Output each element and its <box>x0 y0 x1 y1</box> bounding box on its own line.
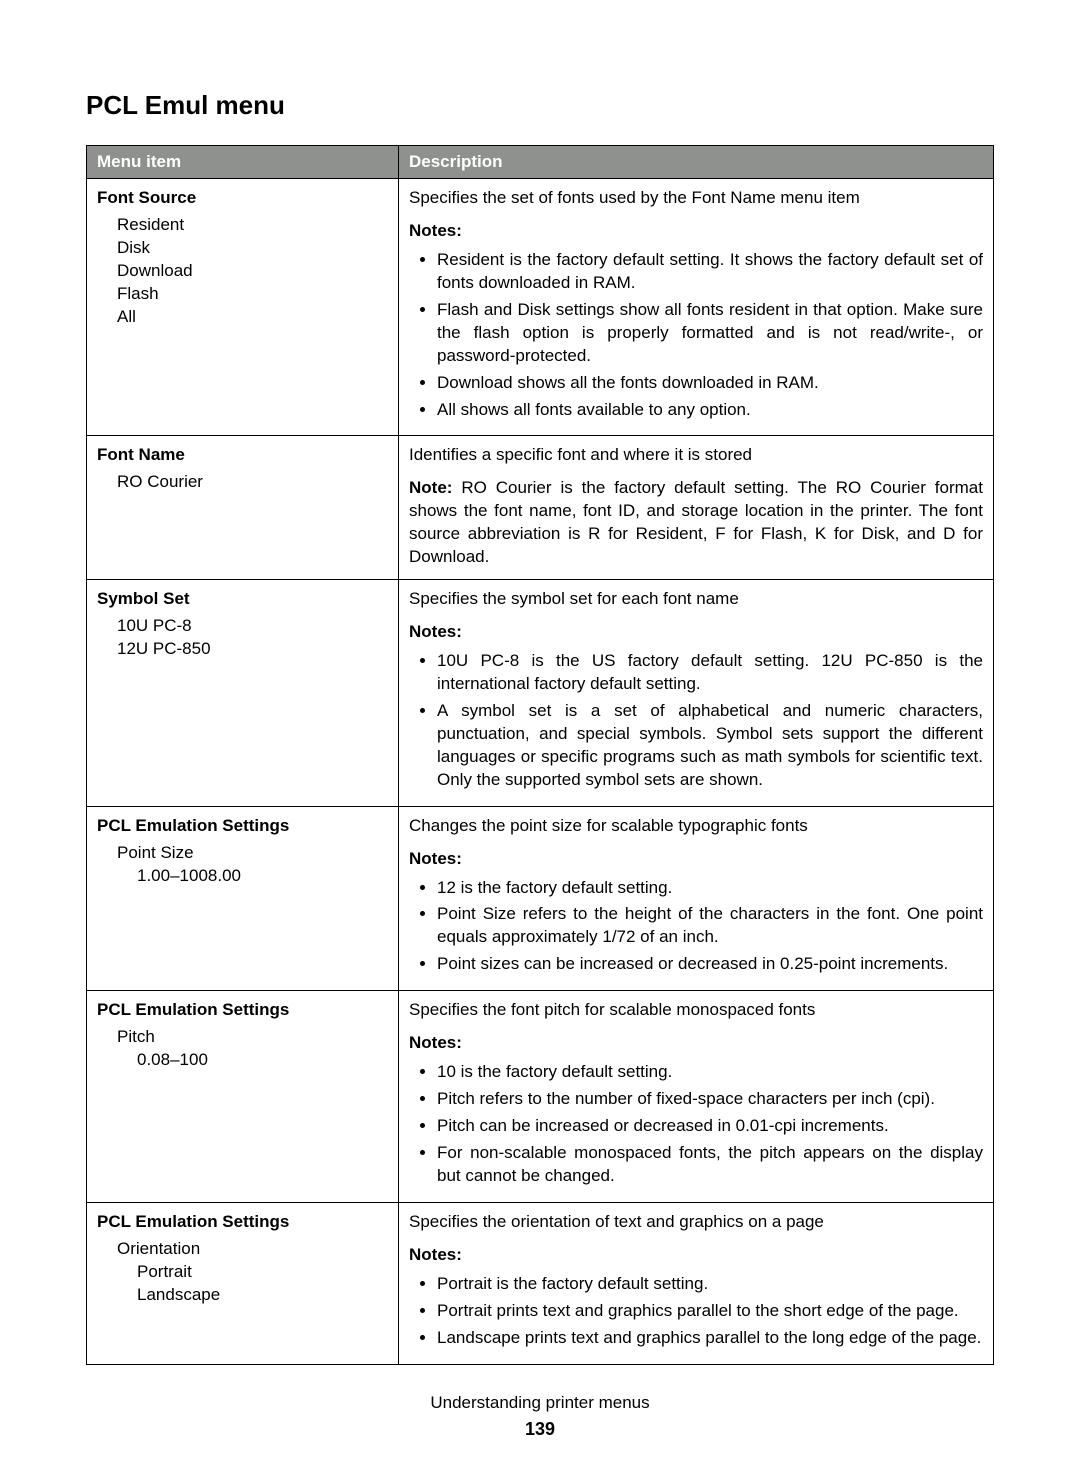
menu-item-title: Font Name <box>97 444 388 467</box>
menu-item-option: 10U PC-8 <box>97 615 388 638</box>
notes-list: 10U PC-8 is the US factory default setti… <box>409 650 983 792</box>
menu-item-option: Resident <box>97 214 388 237</box>
notes-heading: Notes: <box>409 1032 983 1055</box>
menu-item-suboption: Portrait <box>97 1261 388 1284</box>
description-cell: Specifies the set of fonts used by the F… <box>399 179 994 436</box>
description-lead: Specifies the orientation of text and gr… <box>409 1211 983 1234</box>
col-header-description: Description <box>399 146 994 179</box>
menu-item-option: 12U PC-850 <box>97 638 388 661</box>
description-lead: Identifies a specific font and where it … <box>409 444 983 467</box>
note-item: Flash and Disk settings show all fonts r… <box>437 299 983 368</box>
description-cell: Specifies the symbol set for each font n… <box>399 580 994 807</box>
menu-item-cell: Font Source ResidentDiskDownloadFlashAll <box>87 179 399 436</box>
menu-item-option: Flash <box>97 283 388 306</box>
menu-item-suboption: Landscape <box>97 1284 388 1307</box>
menu-item-cell: Font Name RO Courier <box>87 436 399 580</box>
notes-list: 12 is the factory default setting. Point … <box>409 877 983 977</box>
menu-item-title: Font Source <box>97 187 388 210</box>
description-lead: Specifies the set of fonts used by the F… <box>409 187 983 210</box>
notes-list: Resident is the factory default setting.… <box>409 249 983 422</box>
description-cell: Identifies a specific font and where it … <box>399 436 994 580</box>
note-item: Point Size refers to the height of the c… <box>437 903 983 949</box>
description-lead: Specifies the symbol set for each font n… <box>409 588 983 611</box>
menu-item-title: Symbol Set <box>97 588 388 611</box>
menu-item-option: Disk <box>97 237 388 260</box>
col-header-menu-item: Menu item <box>87 146 399 179</box>
notes-heading: Notes: <box>409 621 983 644</box>
menu-item-option: Download <box>97 260 388 283</box>
menu-item-option: Point Size <box>97 842 388 865</box>
note-item: A symbol set is a set of alphabetical an… <box>437 700 983 792</box>
inline-note: Note: RO Courier is the factory default … <box>409 477 983 569</box>
menu-item-cell: PCL Emulation Settings Point Size1.00–100… <box>87 806 399 991</box>
menu-item-title: PCL Emulation Settings <box>97 999 388 1022</box>
table-row: PCL Emulation SettingsOrientationPortrai… <box>87 1202 994 1364</box>
table-row: Font Name RO Courier Identifies a specific… <box>87 436 994 580</box>
menu-item-option: All <box>97 306 388 329</box>
menu-item-title: PCL Emulation Settings <box>97 815 388 838</box>
notes-list: 10 is the factory default setting. Pitch … <box>409 1061 983 1188</box>
note-item: For non-scalable monospaced fonts, the p… <box>437 1142 983 1188</box>
note-item: 10 is the factory default setting. <box>437 1061 983 1084</box>
note-item: 10U PC-8 is the US factory default setti… <box>437 650 983 696</box>
table-row: Symbol Set 10U PC-812U PC-850 Specifies th… <box>87 580 994 807</box>
note-item: 12 is the factory default setting. <box>437 877 983 900</box>
note-text: RO Courier is the factory default settin… <box>409 478 983 566</box>
note-item: Download shows all the fonts downloaded … <box>437 372 983 395</box>
menu-item-cell: Symbol Set 10U PC-812U PC-850 <box>87 580 399 807</box>
page-number: 139 <box>86 1419 994 1440</box>
note-item: Resident is the factory default setting.… <box>437 249 983 295</box>
page-title: PCL Emul menu <box>86 90 994 121</box>
menu-item-suboption: 1.00–1008.00 <box>97 865 388 888</box>
description-lead: Changes the point size for scalable typo… <box>409 815 983 838</box>
note-item: Pitch can be increased or decreased in 0… <box>437 1115 983 1138</box>
notes-list: Portrait is the factory default setting.… <box>409 1273 983 1350</box>
notes-heading: Notes: <box>409 848 983 871</box>
note-item: Pitch refers to the number of fixed-spac… <box>437 1088 983 1111</box>
note-item: Portrait prints text and graphics parall… <box>437 1300 983 1323</box>
notes-heading: Notes: <box>409 1244 983 1267</box>
menu-item-suboption: 0.08–100 <box>97 1049 388 1072</box>
note-item: Landscape prints text and graphics paral… <box>437 1327 983 1350</box>
menu-item-cell: PCL Emulation Settings OrientationPortrai… <box>87 1202 399 1364</box>
menu-item-option: RO Courier <box>97 471 388 494</box>
description-cell: Specifies the orientation of text and gr… <box>399 1202 994 1364</box>
menu-item-title: PCL Emulation Settings <box>97 1211 388 1234</box>
table-row: PCL Emulation Settings Pitch0.08–100 Speci… <box>87 991 994 1203</box>
note-item: All shows all fonts available to any opt… <box>437 399 983 422</box>
table-row: Font Source ResidentDiskDownloadFlashAll S… <box>87 179 994 436</box>
description-lead: Specifies the font pitch for scalable mo… <box>409 999 983 1022</box>
menu-item-option: Pitch <box>97 1026 388 1049</box>
pcl-emul-table: Menu item Description Font Source Residen… <box>86 145 994 1365</box>
note-label: Note: <box>409 478 461 497</box>
menu-item-cell: PCL Emulation Settings Pitch0.08–100 <box>87 991 399 1203</box>
note-item: Portrait is the factory default setting. <box>437 1273 983 1296</box>
menu-item-option: Orientation <box>97 1238 388 1261</box>
description-cell: Changes the point size for scalable typo… <box>399 806 994 991</box>
note-item: Point sizes can be increased or decrease… <box>437 953 983 976</box>
table-row: PCL Emulation Settings Point Size1.00–100… <box>87 806 994 991</box>
notes-heading: Notes: <box>409 220 983 243</box>
description-cell: Specifies the font pitch for scalable mo… <box>399 991 994 1203</box>
footer-text: Understanding printer menus <box>86 1393 994 1413</box>
